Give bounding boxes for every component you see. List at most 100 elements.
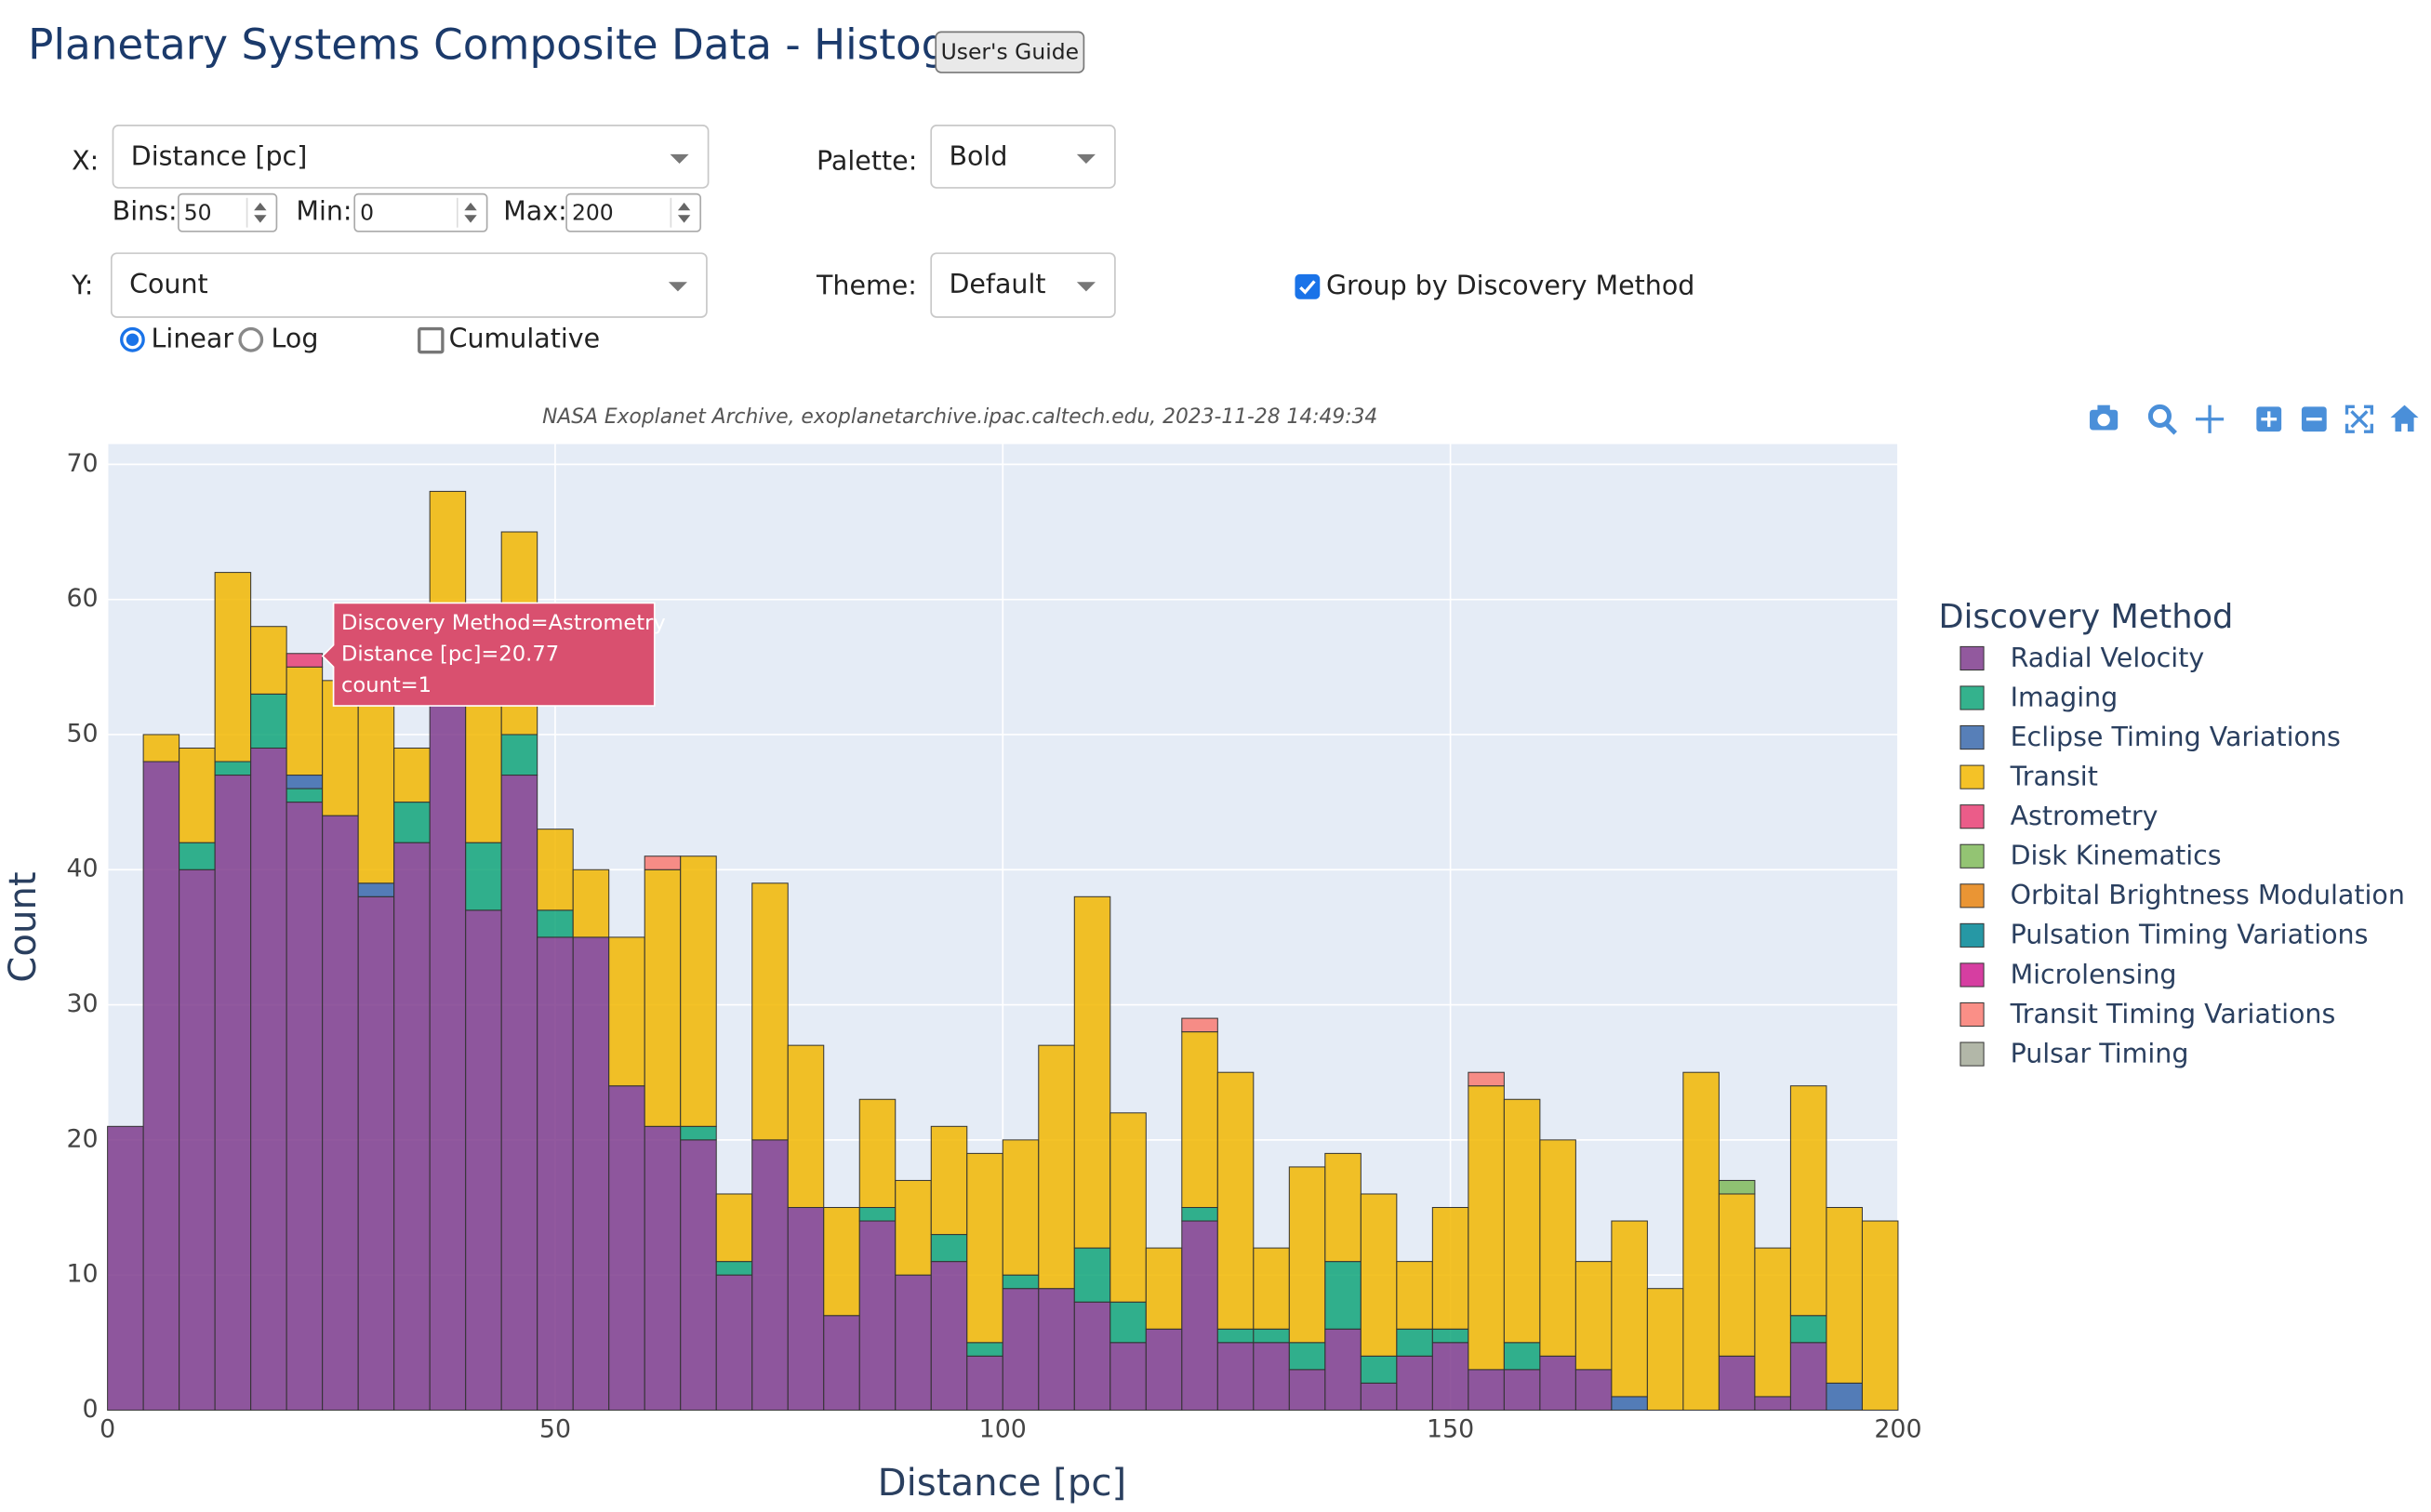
bar-segment [214,761,252,776]
camera-icon[interactable] [2090,405,2119,431]
legend-label: Microlensing [2011,959,2177,989]
bar-segment [107,1125,144,1411]
bar-segment [537,909,574,938]
y-tick-label: 50 [66,719,98,748]
zoom-in-icon[interactable] [2256,406,2282,432]
theme-select[interactable]: Default [930,252,1116,318]
y-select[interactable]: Count [110,252,708,318]
legend-title: Discovery Method [1938,598,2233,636]
bar-segment [1216,1328,1255,1344]
bar-segment [286,788,324,803]
bar-segment [1539,1355,1576,1411]
check-icon [1299,280,1316,295]
legend-swatch [1959,804,1985,829]
bar-segment [1611,1396,1648,1411]
bar-segment [1574,1261,1613,1371]
bar-segment [1145,1328,1183,1411]
bar-segment [179,747,216,843]
min-value: 0 [360,200,375,226]
bar-segment [393,842,431,1411]
bar-segment [1718,1355,1756,1411]
bar-segment [1253,1342,1290,1411]
min-label: Min: [296,196,352,228]
bar-segment [644,855,682,870]
bar-segment [1468,1085,1505,1371]
bar-segment [644,869,682,1127]
reset-icon[interactable] [2390,405,2419,432]
legend-swatch [1959,685,1985,710]
zoom-icon[interactable] [2147,404,2177,435]
bar-segment [966,1355,1003,1411]
bar-segment [1145,1247,1183,1330]
bar-segment [1253,1328,1290,1344]
bar-segment [250,693,287,749]
group-checkbox[interactable] [1295,273,1321,299]
chart: NASA Exoplanet Archive, exoplanetarchive… [2,404,2419,1505]
min-input[interactable]: 0 [353,192,488,232]
cumulative-checkbox[interactable] [418,326,445,354]
bar-segment [1109,1301,1147,1344]
bar-segment [250,626,287,695]
bar-segment [1038,1288,1075,1411]
bar-segment [930,1261,968,1411]
bar-segment [1002,1274,1040,1290]
bar-segment [214,775,252,1411]
tooltip-line: Discovery Method=Astrometry [341,611,666,635]
zoom-out-icon[interactable] [2301,406,2327,432]
legend-swatch [1959,1001,1985,1028]
bar-segment [715,1274,753,1411]
bars [107,490,1899,1411]
bar-segment [680,1125,717,1141]
bar-segment [1431,1342,1469,1411]
bar-segment [1503,1342,1541,1371]
bar-segment [357,882,395,897]
bar-segment [1468,1369,1505,1411]
pan-icon[interactable] [2195,405,2225,433]
bar-segment [572,869,610,938]
bar-segment [787,1044,825,1209]
bar-segment [895,1179,932,1276]
bar-segment [214,572,252,763]
bar-segment [1396,1355,1433,1411]
bar-segment [930,1125,968,1236]
max-input[interactable]: 200 [565,192,702,232]
x-select[interactable]: Distance [pc] [112,125,710,189]
bar-segment [500,775,538,1411]
x-label: X: [72,146,100,179]
bar-segment [1611,1220,1648,1398]
bar-segment [1646,1288,1684,1411]
autoscale-icon[interactable] [2345,405,2373,433]
max-label: Max: [503,196,567,228]
x-tick-label: 0 [100,1415,115,1444]
bar-segment [966,1342,1003,1357]
bar-segment [1288,1166,1326,1344]
linear-radio[interactable] [120,326,145,352]
log-radio[interactable] [238,326,264,352]
page-title: Planetary Systems Composite Data - Histo… [28,21,1032,71]
bar-segment [1360,1193,1398,1357]
bar-segment [1468,1071,1505,1087]
bar-segment [715,1261,753,1276]
bar-segment [465,909,502,1411]
bar-segment [1789,1342,1827,1411]
legend-label: Radial Velocity [2011,643,2205,673]
bar-segment [1109,1112,1147,1303]
bar-segment [1181,1220,1218,1411]
x-tick-label: 50 [539,1415,571,1444]
bar-segment [357,680,395,884]
bar-segment [1288,1342,1326,1371]
bar-segment [1754,1396,1791,1411]
bar-segment [1288,1369,1326,1411]
bar-segment [1861,1220,1899,1411]
bins-input[interactable]: 50 [178,192,278,232]
bar-segment [1682,1071,1720,1411]
palette-select[interactable]: Bold [930,125,1116,189]
legend-label: Astrometry [2011,801,2159,831]
bar-segment [680,855,717,1127]
y-tick-label: 30 [66,989,98,1018]
tooltip-line: count=1 [341,673,432,697]
bar-segment [322,815,359,1411]
users-guide-button[interactable]: User's Guide [935,31,1085,73]
bar-segment [1503,1369,1541,1411]
bar-segment [751,882,789,1141]
